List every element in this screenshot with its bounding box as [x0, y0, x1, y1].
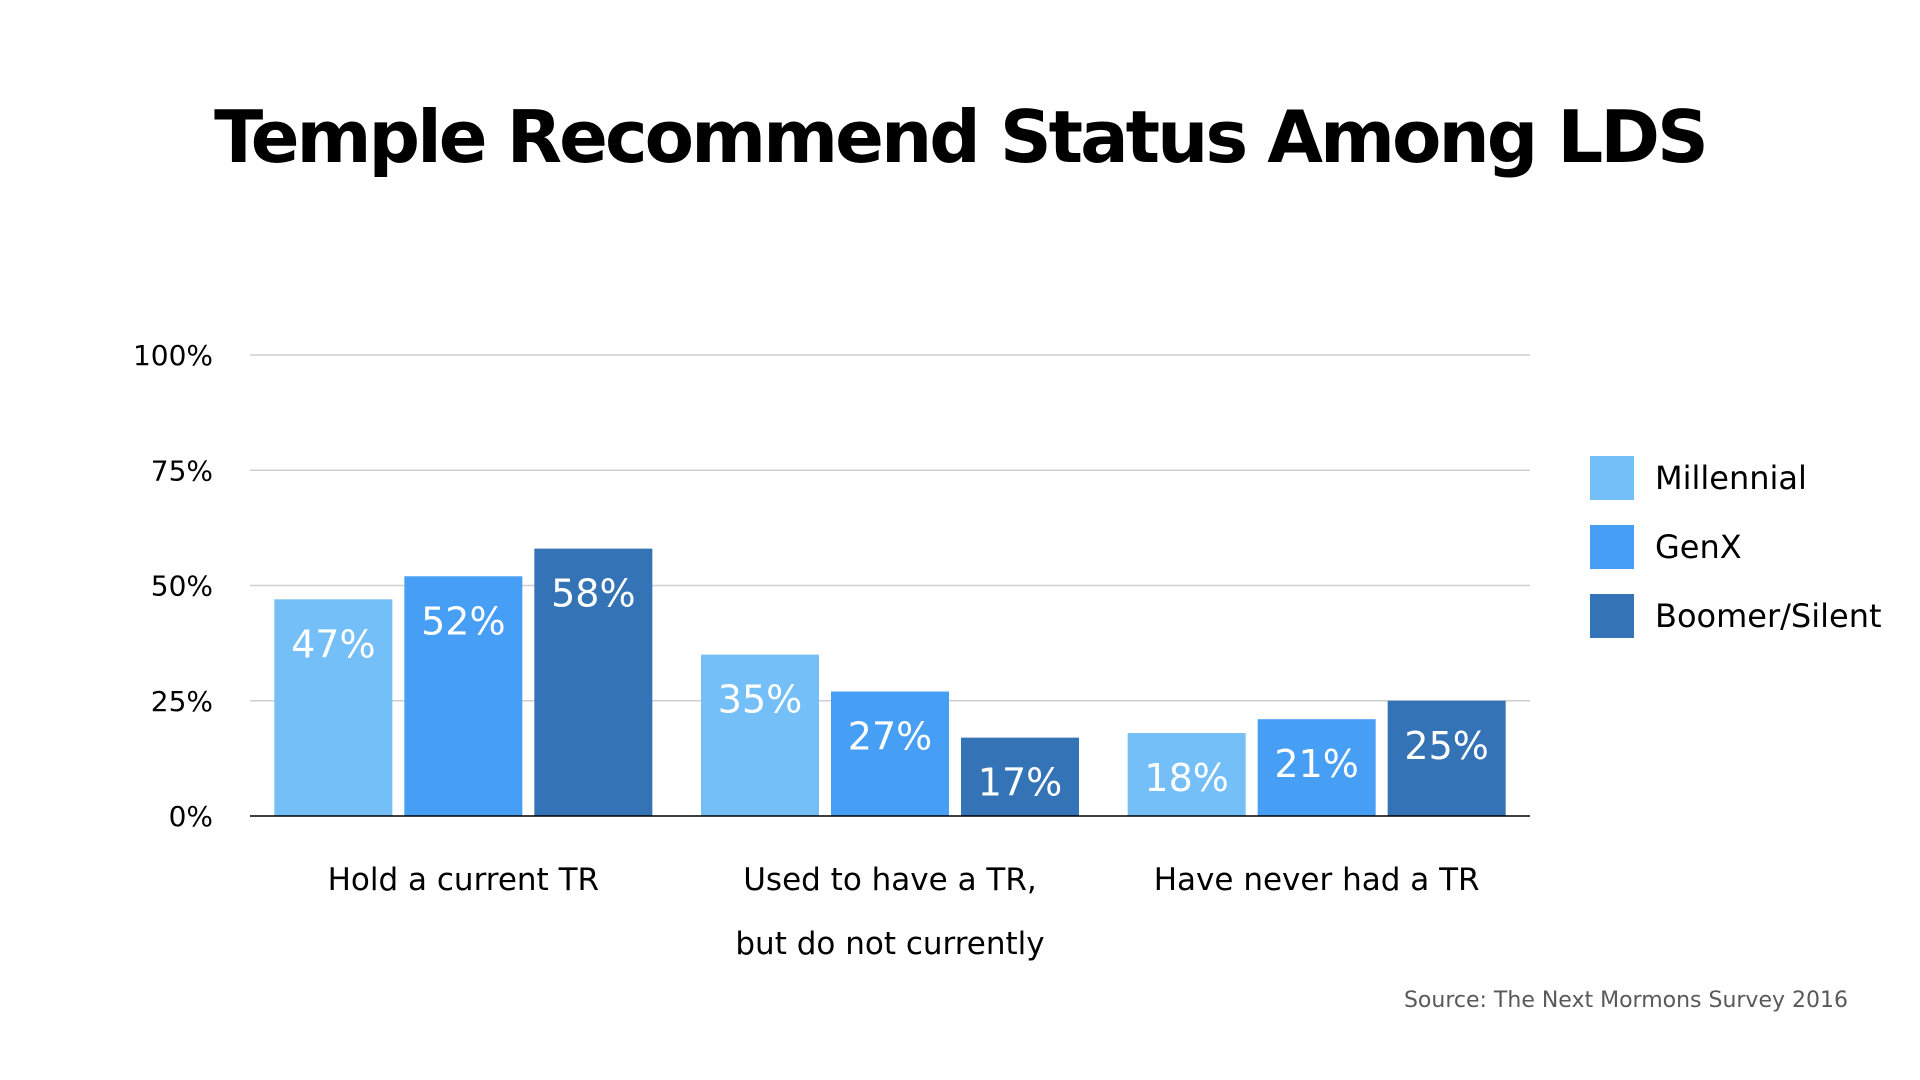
chart-title: Temple Recommend Status Among LDS: [214, 95, 1709, 179]
legend-label: Boomer/Silent: [1655, 597, 1882, 635]
bar: [1387, 700, 1506, 816]
category-label: Used to have a TR,: [743, 862, 1037, 898]
legend-label: GenX: [1655, 528, 1742, 566]
bars: [274, 548, 1506, 816]
y-tick-label: 25%: [151, 685, 213, 718]
source-note: Source: The Next Mormons Survey 2016: [1403, 988, 1848, 1013]
bar: [404, 576, 523, 816]
data-label: 21%: [1274, 742, 1358, 786]
bar: [831, 691, 949, 816]
y-axis-ticks: 0% 25% 50% 75% 100%: [133, 339, 213, 833]
data-label: 35%: [718, 678, 802, 722]
y-tick-label: 75%: [151, 454, 213, 487]
data-label: 17%: [978, 761, 1062, 805]
data-label: 52%: [421, 599, 505, 643]
data-label: 47%: [291, 622, 375, 666]
legend-swatch: [1590, 456, 1634, 500]
bar: [701, 654, 819, 816]
legend-swatch: [1590, 594, 1634, 638]
y-tick-label: 0%: [169, 800, 213, 833]
bar: [534, 548, 653, 816]
y-tick-label: 50%: [151, 570, 213, 603]
bar: [1257, 719, 1376, 816]
data-label: 27%: [848, 715, 932, 759]
data-labels: 47% 52% 58% 35% 27% 17% 18% 21% 25%: [291, 572, 1489, 805]
y-tick-label: 100%: [133, 339, 213, 372]
bar: [961, 737, 1079, 816]
category-labels: Hold a current TR Used to have a TR, but d…: [328, 862, 1480, 962]
legend-label: Millennial: [1655, 459, 1807, 497]
category-label: Hold a current TR: [328, 862, 599, 898]
category-label: but do not currently: [735, 926, 1044, 962]
data-label: 58%: [551, 572, 635, 616]
category-label: Have never had a TR: [1154, 862, 1480, 898]
bar: [274, 599, 393, 816]
legend-swatch: [1590, 525, 1634, 569]
bar: [1127, 733, 1246, 816]
data-label: 18%: [1144, 756, 1228, 800]
data-label: 25%: [1404, 724, 1488, 768]
legend: Millennial GenX Boomer/Silent: [1590, 456, 1882, 638]
